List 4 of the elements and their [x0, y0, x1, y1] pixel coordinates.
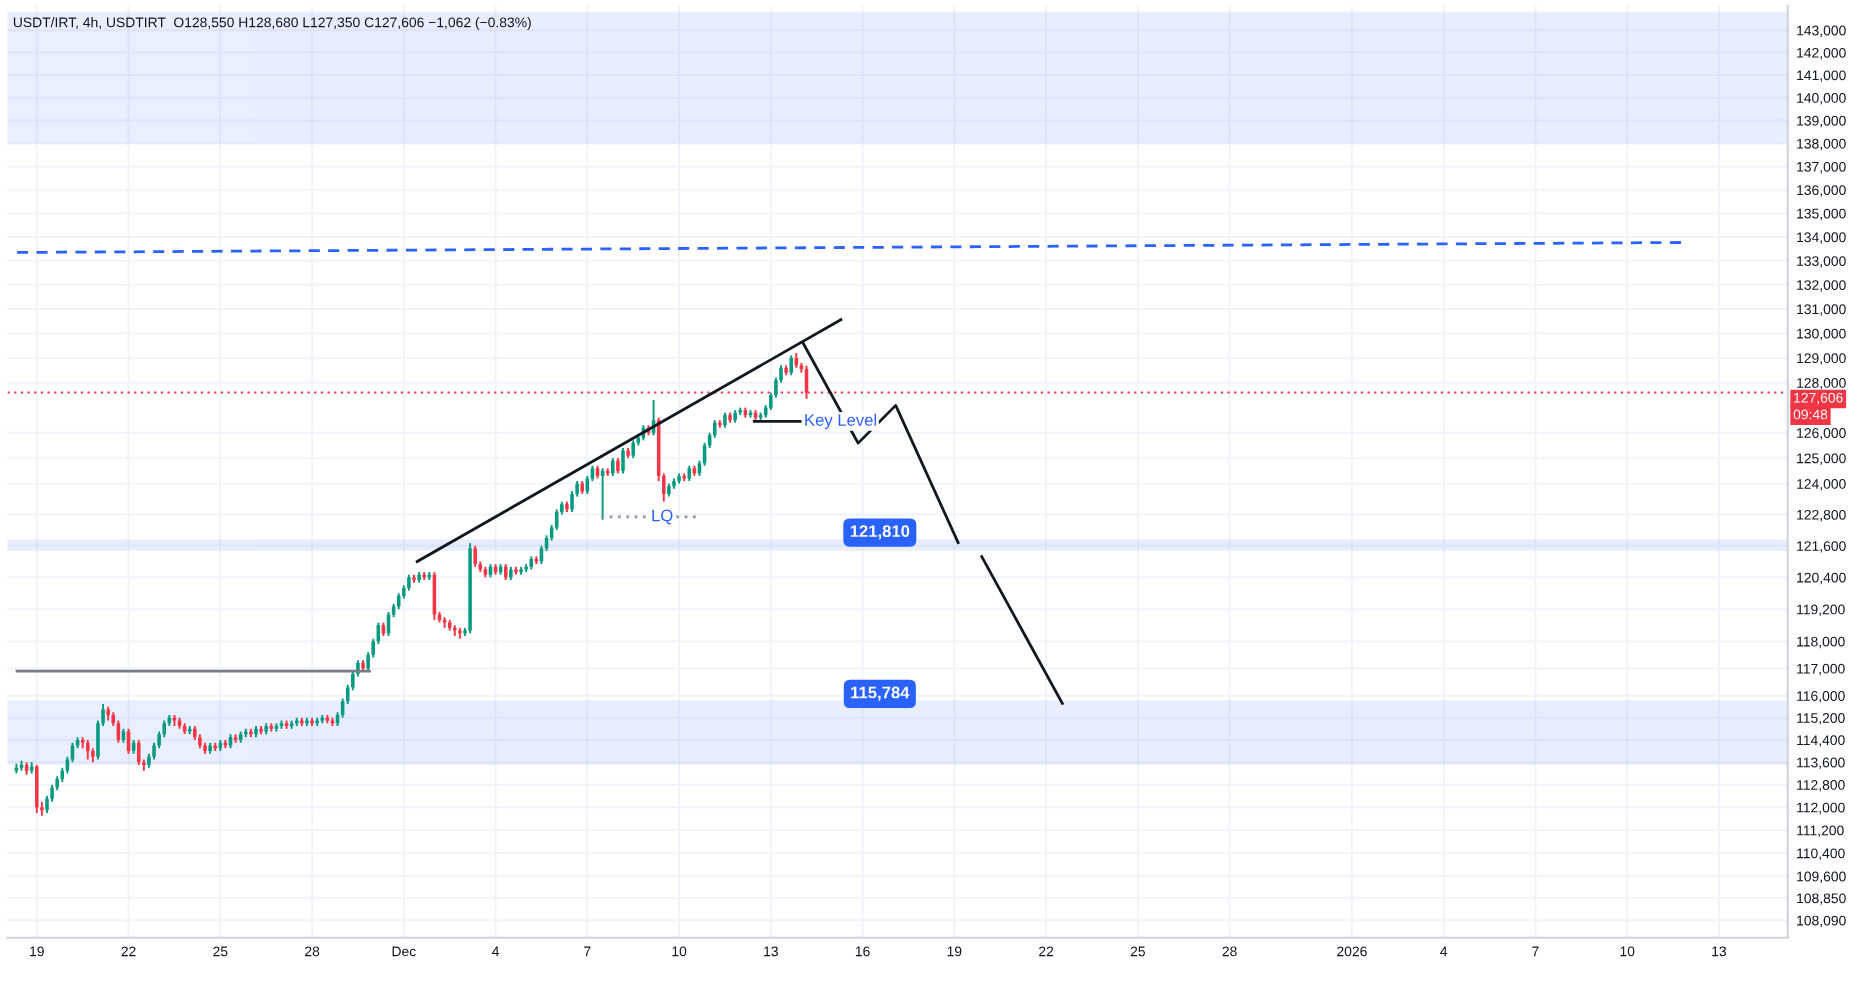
annotation: Key Level	[805, 413, 877, 430]
annotation: LQ	[652, 509, 673, 525]
band-label: 121,810	[850, 525, 910, 540]
band-label: 115,784	[851, 686, 910, 701]
